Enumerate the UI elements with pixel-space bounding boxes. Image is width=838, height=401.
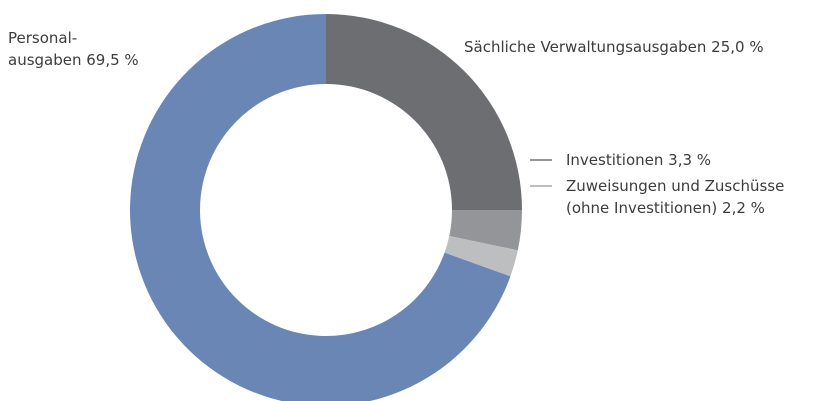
donut-segment: [444, 235, 518, 277]
value-label: 25,0 %: [711, 38, 763, 56]
category-label: Sächliche Verwaltungsausgaben: [464, 38, 706, 56]
value-label: 3,3 %: [668, 151, 711, 169]
segment-label: Sächliche Verwaltungsausgaben 25,0 %: [464, 38, 764, 56]
segment-label: Zuweisungen und Zuschüsse: [566, 177, 784, 195]
donut-segment: [449, 210, 522, 251]
category-label: Investitionen: [566, 151, 663, 169]
segment-label: (ohne Investitionen) 2,2 %: [566, 199, 765, 217]
donut-segment: [130, 14, 511, 401]
donut-segment: [326, 14, 522, 210]
segment-label: Personal-: [8, 29, 77, 47]
value-label: 69,5 %: [86, 51, 138, 69]
category-label: Personal-: [8, 29, 77, 47]
value-label: 2,2 %: [722, 199, 765, 217]
segment-label: ausgaben 69,5 %: [8, 51, 139, 69]
segment-label: Investitionen 3,3 %: [566, 151, 711, 169]
category-label: ausgaben: [8, 51, 81, 69]
category-label: Zuweisungen und Zuschüsse: [566, 177, 784, 195]
category-label: (ohne Investitionen): [566, 199, 717, 217]
